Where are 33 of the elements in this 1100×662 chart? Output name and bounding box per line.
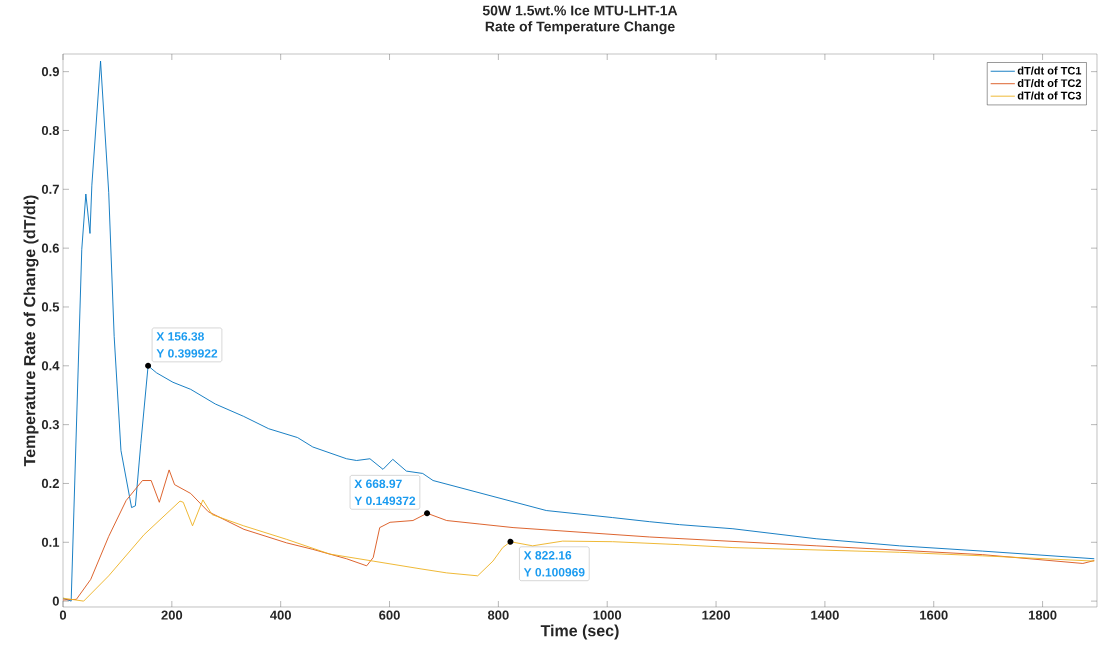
annotation: X 156.38 [156,332,204,341]
x-axis-title: Time (sec) [540,624,619,640]
y-tick-label: 0.2 [41,478,59,489]
x-tick-label: 400 [270,610,291,620]
y-tick-label: 0.6 [41,243,59,253]
y-tick-label: 0.4 [41,361,60,371]
y-tick-label: 0.7 [41,184,59,194]
x-tick-label: 600 [379,610,400,620]
y-tick-label: 0 [52,596,59,606]
x-tick-label: 1600 [920,610,948,620]
annotation: Y 0.100969 [523,568,585,577]
y-tick-label: 0.8 [41,125,60,136]
y-tick-label: 0.9 [41,67,59,77]
chart-subtitle: Rate of Temperature Change [485,21,675,35]
annotation: Y 0.149372 [354,496,416,506]
x-tick-label: 1400 [811,610,839,620]
y-tick-label: 0.5 [41,302,60,312]
x-tick-label: 0 [59,610,67,620]
legend-label: dT/dt of TC3 [1017,91,1082,100]
x-tick-label: 1000 [593,610,622,620]
x-tick-label: 800 [487,610,509,620]
annotation: X 668.97 [354,479,402,489]
legend-label: dT/dt of TC2 [1017,78,1082,88]
x-tick-label: 1800 [1028,610,1057,620]
y-tick-label: 0.1 [41,537,60,547]
y-axis-title: Temperature Rate of Change (dT/dt) [23,195,39,467]
chart-title: 50W 1.5wt.% Ice MTU-LHT-1A [482,5,678,16]
annotation: Y 0.399922 [156,349,218,358]
y-tick-label: 0.3 [41,420,59,430]
annotation: X 822.16 [523,551,572,560]
x-tick-label: 200 [161,610,183,620]
x-tick-label: 1200 [702,610,730,620]
legend-label: dT/dt of TC1 [1017,66,1082,75]
